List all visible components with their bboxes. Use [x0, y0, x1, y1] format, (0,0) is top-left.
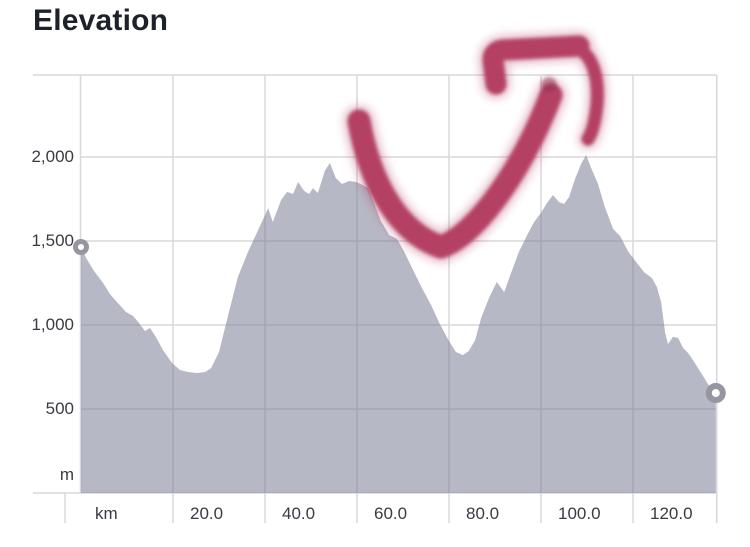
arrow-shaft-v-stroke — [347, 83, 563, 259]
x-axis-tick-label: 120.0 — [650, 504, 693, 523]
x-axis-tick-label: 60.0 — [374, 504, 408, 523]
y-axis-tick-label: 1,500 — [31, 231, 74, 250]
x-axis-tick-label: 100.0 — [558, 504, 601, 523]
y-axis-tick-label: 500 — [45, 399, 74, 418]
chart-layers — [33, 74, 726, 523]
x-axis-tick-label: 80.0 — [466, 504, 500, 523]
trend-arrow-icon — [347, 35, 604, 259]
chart-title: Elevation — [33, 4, 169, 37]
arrow-head-bar-stroke — [482, 35, 590, 95]
x-axis-unit-label: km — [95, 504, 118, 523]
y-axis-tick-label: 2,000 — [31, 147, 74, 166]
x-axis-tick-label: 20.0 — [190, 504, 224, 523]
y-axis-tick-label: 1,000 — [31, 315, 74, 334]
y-axis-unit-label: m — [59, 465, 74, 484]
route-end-marker — [705, 383, 726, 404]
arrow-head-right-stroke — [572, 42, 604, 146]
arrow-overlap-shadow — [541, 77, 557, 93]
route-start-marker — [73, 239, 89, 256]
x-axis-tick-label: 40.0 — [282, 504, 316, 523]
elevation-area-path — [81, 155, 716, 493]
